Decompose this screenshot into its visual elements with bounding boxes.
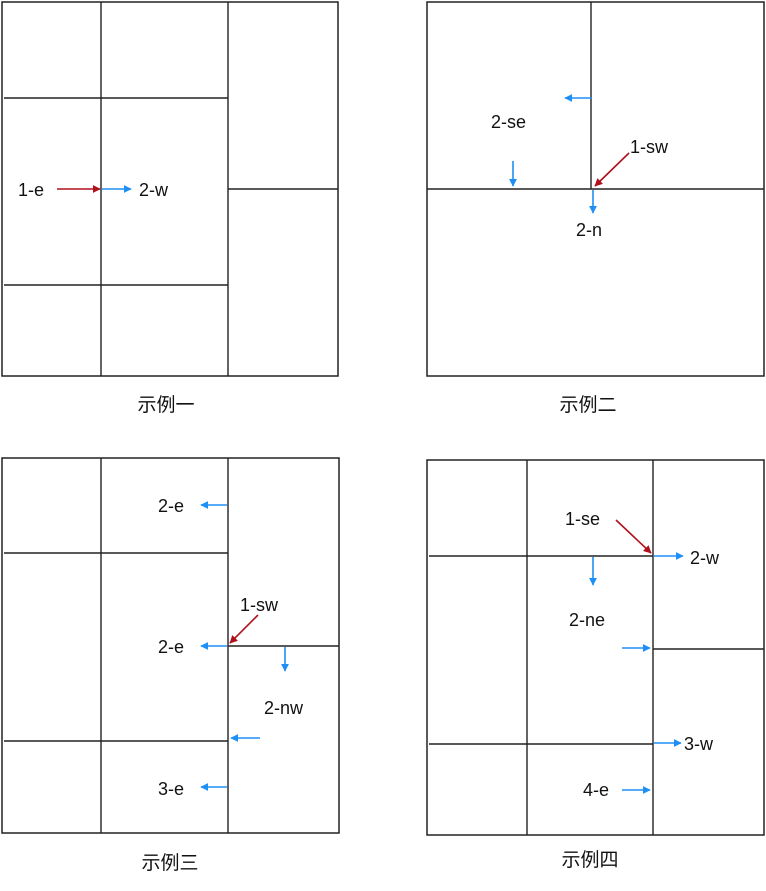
example-1-caption: 示例一	[137, 394, 194, 416]
example-1: 1-e 2-w 示例一	[1, 1, 339, 416]
label-3-e: 3-e	[158, 779, 184, 799]
label-1-sw: 1-sw	[240, 595, 279, 615]
label-2-w: 2-w	[690, 548, 720, 568]
example-3-caption: 示例三	[141, 852, 198, 874]
example-4-frame	[426, 459, 765, 836]
label-1-se: 1-se	[565, 509, 600, 529]
label-2-ne: 2-ne	[569, 610, 605, 630]
label-2-n: 2-n	[576, 220, 602, 240]
label-2-e: 2-e	[158, 496, 184, 516]
red-arrow	[229, 614, 259, 644]
example-4-caption: 示例四	[561, 849, 618, 871]
red-arrow	[594, 152, 630, 187]
label-4-e: 4-e	[583, 780, 609, 800]
label-1-sw: 1-sw	[630, 137, 669, 157]
label-2-nw: 2-nw	[264, 698, 304, 718]
label-2-se: 2-se	[491, 112, 526, 132]
label-2-e: 2-e	[158, 637, 184, 657]
example-2: 2-se 1-sw 2-n 示例二	[426, 1, 765, 416]
label-2-w: 2-w	[139, 180, 169, 200]
example-3: 2-e 1-sw 2-e 2-nw 3-e 示例三	[1, 457, 340, 874]
red-arrow	[615, 519, 652, 554]
example-4: 1-se 2-w 2-ne 3-w 4-e 示例四	[426, 459, 765, 871]
example-2-caption: 示例二	[559, 394, 616, 416]
label-1-e: 1-e	[18, 180, 44, 200]
label-3-w: 3-w	[684, 734, 714, 754]
